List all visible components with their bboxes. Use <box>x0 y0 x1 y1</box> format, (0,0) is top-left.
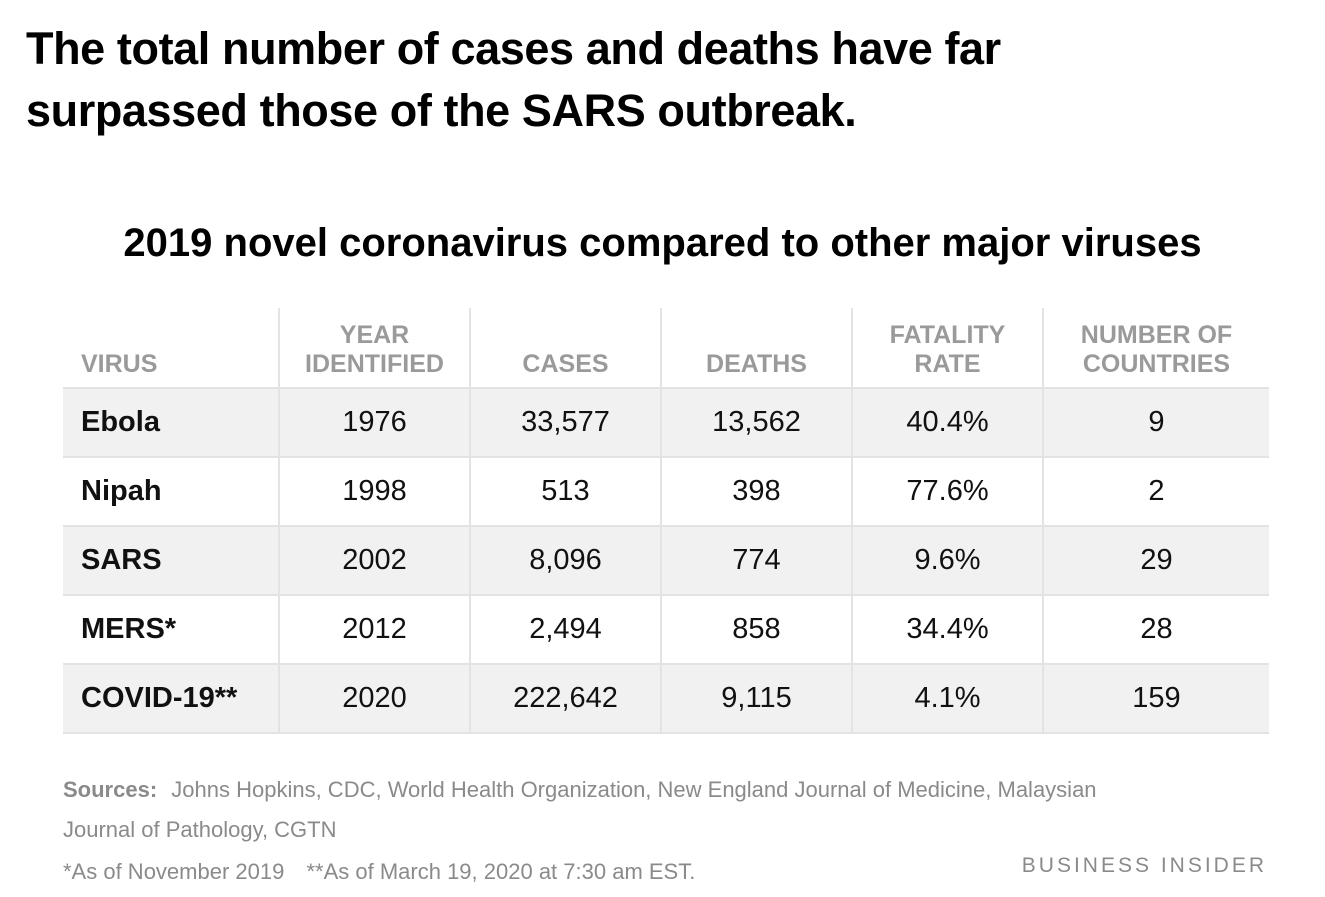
table-row: COVID-19** 2020 222,642 9,115 4.1% 159 <box>63 663 1269 734</box>
virus-name-cell: COVID-19** <box>63 663 279 734</box>
brand-logo: BUSINESS INSIDER <box>1021 854 1267 877</box>
cell-number-of-countries: 9 <box>1042 387 1269 457</box>
sources-text: Johns Hopkins, CDC, World Health Organiz… <box>63 777 1097 842</box>
cell-year-identified: 1976 <box>278 387 470 457</box>
cell-fatality-rate: 40.4% <box>851 387 1043 457</box>
cell-deaths: 398 <box>660 456 852 526</box>
column-header-line: YEAR <box>339 321 410 349</box>
table-row: Nipah 1998 513 398 77.6% 2 <box>63 456 1269 526</box>
column-header-line: IDENTIFIED <box>305 350 444 378</box>
cell-deaths: 774 <box>660 525 852 595</box>
table-row: Ebola 1976 33,577 13,562 40.4% 9 <box>63 387 1269 457</box>
column-header-deaths: DEATHS <box>660 308 852 388</box>
column-header-line: COUNTRIES <box>1082 350 1231 378</box>
cell-fatality-rate: 9.6% <box>851 525 1043 595</box>
cell-cases: 33,577 <box>469 387 661 457</box>
column-header-line: FATALITY <box>889 321 1006 349</box>
table-header: VIRUS YEAR IDENTIFIED CASES DEATHS FATALITY RA… <box>63 308 1269 388</box>
cell-number-of-countries: 29 <box>1042 525 1269 595</box>
cell-fatality-rate: 4.1% <box>851 663 1043 734</box>
footnotes: *As of November 2019 **As of March 19, 2… <box>63 856 695 888</box>
column-header-virus: VIRUS <box>63 308 279 388</box>
column-header-fatality-rate: FATALITY RATE <box>851 308 1043 388</box>
cell-cases: 2,494 <box>469 594 661 664</box>
virus-name-cell: SARS <box>63 525 279 595</box>
table-row: MERS* 2012 2,494 858 34.4% 28 <box>63 594 1269 664</box>
footnote-mers: *As of November 2019 <box>63 859 285 884</box>
cell-number-of-countries: 159 <box>1042 663 1269 734</box>
cell-year-identified: 2002 <box>278 525 470 595</box>
table-row: SARS 2002 8,096 774 9.6% 29 <box>63 525 1269 595</box>
column-header-year-identified: YEAR IDENTIFIED <box>278 308 470 388</box>
footnote-covid: **As of March 19, 2020 at 7:30 am EST. <box>306 859 696 884</box>
cell-cases: 513 <box>469 456 661 526</box>
column-header-line: DEATHS <box>706 350 807 378</box>
cell-number-of-countries: 2 <box>1042 456 1269 526</box>
column-header-cases: CASES <box>469 308 661 388</box>
virus-name-cell: Ebola <box>63 387 279 457</box>
sources: Sources: Johns Hopkins, CDC, World Healt… <box>63 770 1163 850</box>
cell-deaths: 13,562 <box>660 387 852 457</box>
cell-cases: 8,096 <box>469 525 661 595</box>
virus-comparison-table-wrap: VIRUS YEAR IDENTIFIED CASES DEATHS FATALITY RA… <box>63 308 1269 734</box>
headline: The total number of cases and deaths hav… <box>26 23 1001 136</box>
table-header-row: VIRUS YEAR IDENTIFIED CASES DEATHS FATALITY RA… <box>63 308 1269 388</box>
cell-year-identified: 1998 <box>278 456 470 526</box>
cell-deaths: 858 <box>660 594 852 664</box>
cell-cases: 222,642 <box>469 663 661 734</box>
virus-comparison-table: VIRUS YEAR IDENTIFIED CASES DEATHS FATALITY RA… <box>63 308 1269 734</box>
column-header-number-of-countries: NUMBER OF COUNTRIES <box>1042 308 1269 388</box>
table-body: Ebola 1976 33,577 13,562 40.4% 9 Nipah 1998 513 3… <box>63 387 1269 734</box>
column-header-line: NUMBER OF <box>1080 321 1233 349</box>
cell-deaths: 9,115 <box>660 663 852 734</box>
cell-year-identified: 2012 <box>278 594 470 664</box>
column-header-line: VIRUS <box>81 350 158 378</box>
column-header-line: CASES <box>522 350 609 378</box>
chart-title: 2019 novel coronavirus compared to other… <box>123 221 1202 265</box>
virus-name-cell: MERS* <box>63 594 279 664</box>
column-header-line: RATE <box>914 350 981 378</box>
sources-label: Sources: <box>63 777 158 802</box>
cell-fatality-rate: 77.6% <box>851 456 1043 526</box>
cell-number-of-countries: 28 <box>1042 594 1269 664</box>
virus-name-cell: Nipah <box>63 456 279 526</box>
cell-year-identified: 2020 <box>278 663 470 734</box>
cell-fatality-rate: 34.4% <box>851 594 1043 664</box>
